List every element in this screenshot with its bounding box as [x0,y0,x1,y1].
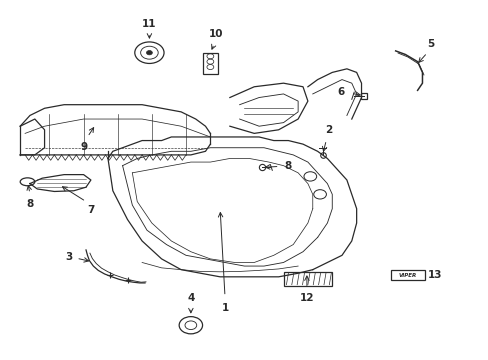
Text: 6: 6 [337,87,344,97]
Circle shape [146,50,152,55]
Text: 12: 12 [299,293,313,303]
Text: 7: 7 [87,205,94,215]
Text: 2: 2 [324,125,331,135]
Text: 5: 5 [427,39,433,49]
Text: 4: 4 [187,293,194,303]
Text: 8: 8 [26,199,34,209]
Text: 1: 1 [221,303,228,312]
Bar [283,272,331,286]
Bar [390,270,424,280]
Text: 13: 13 [427,270,441,280]
Text: 10: 10 [208,30,223,40]
Bar [203,53,217,74]
Text: VIPER: VIPER [398,273,416,278]
Text: 8: 8 [284,161,291,171]
Text: 3: 3 [65,252,72,262]
Text: 11: 11 [142,19,156,29]
Text: 9: 9 [80,141,87,152]
